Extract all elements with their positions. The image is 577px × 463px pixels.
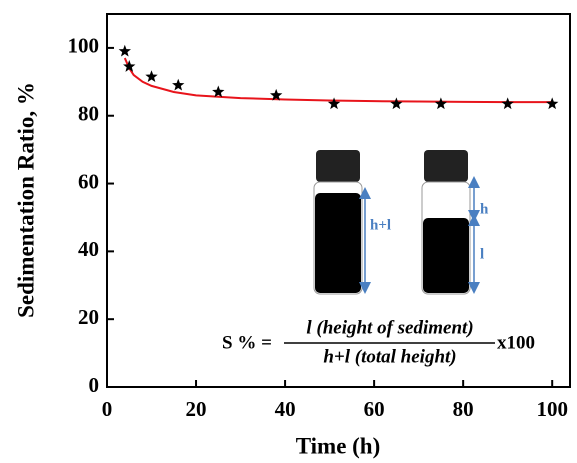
y-axis-title: Sedimentation Ratio, % [13,82,38,318]
marker [390,97,403,110]
vial-label: h+l [370,217,391,233]
x-tick-label: 40 [275,397,296,421]
y-tick-label: 0 [89,373,100,397]
marker [118,44,131,57]
y-tick-label: 60 [78,169,99,193]
vial-label: h [480,201,489,217]
x-tick-label: 80 [453,397,474,421]
vial-label: l [480,246,484,262]
formula-lhs: S % = [222,332,272,353]
formula-denominator: h+l (total height) [323,346,456,367]
x-tick-label: 0 [102,397,113,421]
marker [269,88,283,101]
marker [501,97,514,110]
marker [212,85,225,98]
marker [327,97,341,110]
x-tick-label: 60 [364,397,385,421]
y-tick-label: 100 [68,34,100,58]
y-tick-label: 20 [78,305,99,329]
x-axis-title: Time (h) [296,433,381,458]
fit-line [123,57,553,104]
x-tick-label: 100 [536,397,568,421]
formula-factor: x100 [497,332,535,353]
marker [145,70,158,82]
marker [123,60,136,72]
y-tick-label: 40 [78,237,99,261]
vial-right [421,150,480,295]
marker [434,97,448,110]
marker [172,78,185,91]
y-tick-label: 80 [78,102,99,126]
formula-numerator: l (height of sediment) [306,317,473,338]
x-tick-label: 20 [186,397,207,421]
plot-frame [106,13,571,388]
vial-left [313,150,371,295]
marker [546,97,559,110]
